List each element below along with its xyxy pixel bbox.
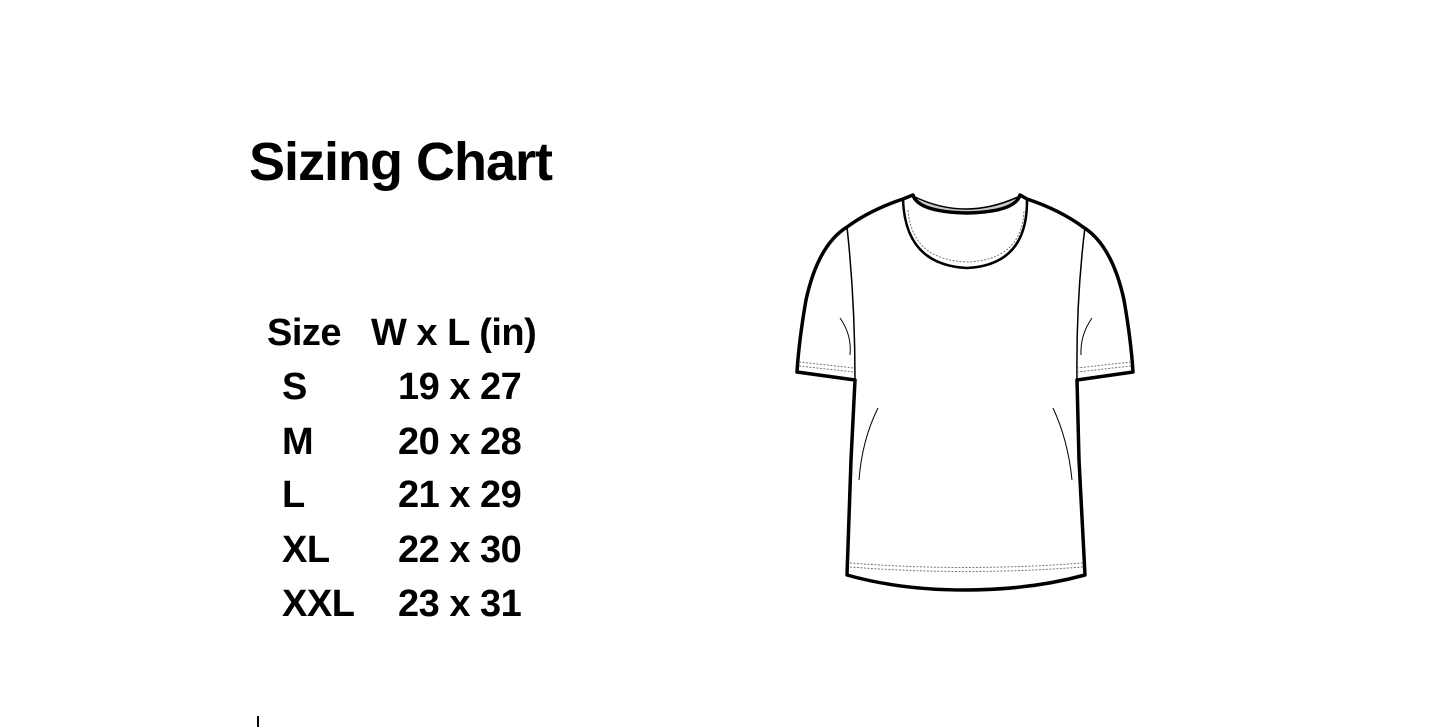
dims-cell: 21 x 29 [398, 474, 522, 516]
size-cell: S [282, 366, 307, 408]
size-cell: L [282, 474, 305, 516]
dims-cell: 19 x 27 [398, 366, 522, 408]
page-title: Sizing Chart [249, 132, 553, 192]
size-cell: XXL [282, 583, 355, 625]
text-cursor [257, 716, 259, 727]
dims-cell: 22 x 30 [398, 529, 522, 571]
header-dimensions: W x L (in) [371, 312, 537, 354]
t-shirt-outline [795, 193, 1135, 592]
header-size: Size [267, 312, 342, 354]
size-cell: XL [282, 529, 330, 571]
dims-cell: 20 x 28 [398, 421, 522, 463]
dims-cell: 23 x 31 [398, 583, 522, 625]
size-cell: M [282, 421, 314, 463]
